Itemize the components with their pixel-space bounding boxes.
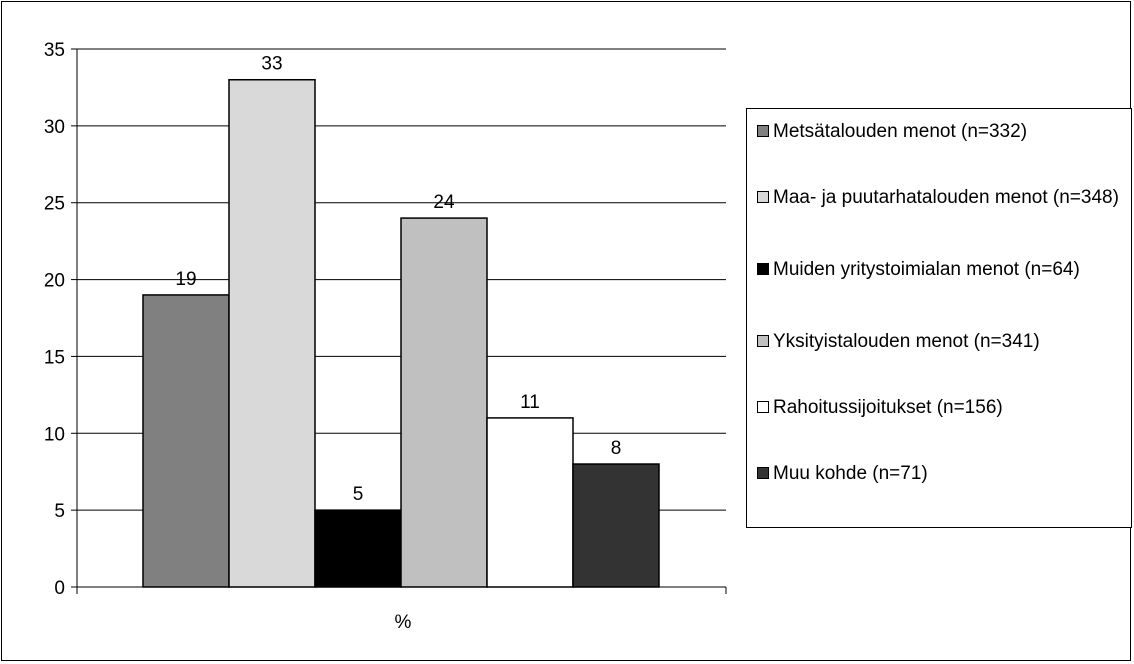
bars	[142, 78, 660, 588]
legend-swatch	[757, 263, 769, 275]
bar-4	[400, 217, 488, 588]
legend-item: Rahoitussijoitukset (n=156)	[757, 395, 1129, 420]
legend-label: Yksityistalouden menot (n=341)	[773, 331, 1040, 352]
legend-label: Muiden yritystoimialan menot (n=64)	[773, 259, 1080, 280]
legend-swatch	[757, 125, 769, 137]
bar-2	[228, 78, 316, 588]
y-tick-label: 20	[44, 271, 65, 292]
plot-area: 0 5 10 15 20 25 30 35 19 33 5 24 11 8 %	[44, 40, 727, 633]
y-tick-label: 5	[54, 501, 65, 522]
legend-item: Muiden yritystoimialan menot (n=64)	[757, 257, 1129, 282]
data-label: 8	[611, 438, 622, 459]
bar-5	[486, 417, 574, 588]
y-tick-label: 25	[44, 194, 65, 215]
data-label: 33	[261, 54, 282, 75]
y-tick-label: 35	[44, 40, 65, 61]
data-labels: 19 33 5 24 11 8	[175, 54, 621, 505]
legend: Metsätalouden menot (n=332) Maa- ja puuta…	[746, 108, 1132, 528]
bar-3	[314, 509, 402, 588]
data-label: 11	[520, 392, 540, 413]
legend-swatch	[757, 191, 769, 203]
legend-label: Metsätalouden menot (n=332)	[773, 121, 1028, 142]
y-tick-label: 0	[54, 578, 65, 599]
legend-item: Yksityistalouden menot (n=341)	[757, 329, 1129, 354]
legend-label: Maa- ja puutarhatalouden menot (n=348)	[773, 187, 1119, 208]
data-label: 5	[353, 484, 364, 505]
legend-item: Maa- ja puutarhatalouden menot (n=348)	[757, 185, 1129, 210]
y-tick-label: 10	[44, 424, 65, 445]
legend-swatch	[757, 401, 769, 413]
legend-swatch	[757, 467, 769, 479]
data-label: 19	[175, 269, 196, 290]
legend-label: Rahoitussijoitukset (n=156)	[773, 397, 1003, 418]
legend-swatch	[757, 335, 769, 347]
legend-item: Muu kohde (n=71)	[757, 461, 1129, 486]
data-label: 24	[433, 192, 455, 213]
legend-item: Metsätalouden menot (n=332)	[757, 119, 1129, 144]
legend-label: Muu kohde (n=71)	[773, 463, 928, 484]
y-tick-label: 15	[44, 347, 65, 368]
bar-1	[142, 294, 230, 588]
bar-6	[572, 463, 660, 588]
y-tick-labels: 0 5 10 15 20 25 30 35	[44, 40, 65, 599]
x-axis-label: %	[395, 612, 412, 633]
y-tick-label: 30	[44, 117, 65, 138]
